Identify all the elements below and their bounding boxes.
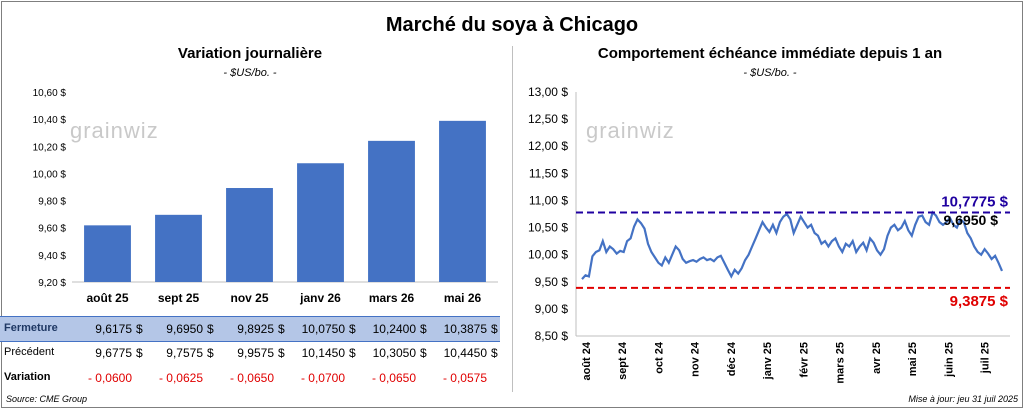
grainwiz-logo-left: grainwiz (70, 118, 159, 143)
currency-symbol: $ (491, 346, 498, 360)
y-tick-label: 10,60 $ (33, 88, 67, 99)
x-tick-label: nov 25 (230, 291, 268, 305)
x-tick-label: juin 25 (943, 342, 955, 378)
bar-chart: 9,20 $ 9,40 $ 9,60 $ 9,80 $ 10,00 $ 10,20 $ 10… (33, 88, 498, 305)
table-cell: - 0,0650 (371, 371, 416, 385)
currency-symbol: $ (207, 346, 214, 360)
currency-symbol: $ (420, 322, 427, 336)
table-cell: - 0,0650 (229, 371, 274, 385)
currency-symbol: $ (207, 322, 214, 336)
x-tick-label: août 24 (581, 341, 593, 380)
y-tick-label: 11,50 $ (529, 166, 568, 180)
row-label: Précédent (4, 346, 55, 358)
x-tick-label: mai 25 (907, 342, 919, 376)
x-tick-label: sept 24 (617, 341, 629, 380)
row-label: Variation (4, 371, 51, 383)
last-value-label: 9,6950 $ (944, 212, 999, 228)
table-cell: 9,9575 (237, 346, 274, 360)
y-tick-label: 10,50 $ (528, 221, 568, 235)
currency-symbol: $ (349, 346, 356, 360)
table-cell: 9,6175 (95, 322, 132, 336)
y-tick-label: 9,80 $ (38, 197, 66, 208)
row-label: Fermeture (4, 322, 58, 334)
table-row-precedent: Précédent 9,6775 $9,7575 $9,9575 $10,1450 $10… (0, 341, 500, 365)
x-tick-label: mars 26 (369, 291, 415, 305)
table-cell: 10,3050 (372, 346, 416, 360)
table-row-fermeture: Fermeture 9,6175 $9,6950 $9,8925 $10,0750 $10… (0, 316, 500, 342)
currency-symbol: $ (136, 322, 143, 336)
y-tick-label: 10,00 $ (33, 169, 67, 180)
table-cell: 9,6950 (166, 322, 203, 336)
series-line (581, 210, 1004, 280)
y-tick-label: 10,20 $ (33, 142, 67, 153)
x-tick-label: mai 26 (444, 291, 482, 305)
x-tick-label: oct 24 (653, 341, 665, 374)
update-note: Mise à jour: jeu 31 juil 2025 (908, 394, 1018, 404)
table-cell: 9,6775 (95, 346, 132, 360)
x-tick-label: août 25 (86, 291, 128, 305)
y-tick-label: 9,50 $ (535, 275, 569, 289)
x-tick-label: janv 25 (762, 342, 774, 380)
y-tick-label: 13,00 $ (528, 85, 568, 99)
source-note: Source: CME Group (6, 394, 88, 404)
currency-symbol: $ (278, 322, 285, 336)
x-tick-label: nov 24 (690, 341, 702, 377)
currency-symbol: $ (278, 346, 285, 360)
reference-label: 9,3875 $ (950, 293, 1009, 310)
bar (368, 140, 415, 282)
currency-symbol: $ (349, 322, 356, 336)
y-tick-label: 10,00 $ (528, 248, 568, 262)
x-tick-label: juil 25 (980, 342, 992, 374)
table-cell: 10,2400 (372, 322, 416, 336)
grainwiz-logo-right: grainwiz (586, 118, 675, 143)
y-tick-label: 9,00 $ (535, 302, 569, 316)
page-title: Marché du soya à Chicago (385, 14, 639, 36)
bar (84, 225, 131, 282)
table-cell: 9,7575 (166, 346, 203, 360)
y-tick-label: 11,00 $ (529, 193, 568, 207)
x-tick-label: mars 25 (835, 342, 847, 384)
panel-divider (512, 46, 513, 392)
table-cell: 10,1450 (301, 346, 345, 360)
table-cell: 10,4450 (443, 346, 487, 360)
bar (155, 214, 202, 282)
table-cell: 10,3875 (443, 322, 487, 336)
y-tick-label: 9,60 $ (38, 224, 66, 235)
y-tick-label: 8,50 $ (535, 329, 569, 343)
bar (297, 163, 344, 282)
x-tick-label: sept 25 (158, 291, 200, 305)
x-tick-label: déc 24 (726, 341, 738, 376)
line-chart: 8,50 $ 9,00 $ 9,50 $ 10,00 $ 10,50 $ 11,00 $ 1… (528, 85, 1010, 384)
y-tick-label: 9,40 $ (38, 251, 66, 262)
right-chart-title: Comportement échéance immédiate depuis 1… (597, 45, 943, 62)
bar (226, 188, 273, 282)
table-cell: - 0,0575 (442, 371, 487, 385)
table-cell: 10,0750 (301, 322, 345, 336)
currency-symbol: $ (420, 346, 427, 360)
currency-symbol: $ (491, 322, 498, 336)
y-tick-label: 10,40 $ (33, 115, 67, 126)
x-tick-label: janv 26 (299, 291, 341, 305)
x-tick-label: févr 25 (798, 342, 810, 377)
left-chart-title: Variation journalière (177, 45, 323, 62)
reference-label: 10,7775 $ (941, 194, 1008, 211)
bar (439, 120, 486, 282)
y-tick-label: 12,50 $ (528, 112, 568, 126)
x-tick-label: avr 25 (871, 342, 883, 374)
table-cell: - 0,0600 (87, 371, 132, 385)
table-row-variation: Variation - 0,0600 - 0,0625 - 0,0650 - 0,070… (0, 366, 500, 390)
right-chart-unit: - $US/bo. - (743, 67, 797, 79)
table-cell: - 0,0625 (158, 371, 203, 385)
table-cell: 9,8925 (237, 322, 274, 336)
currency-symbol: $ (136, 346, 143, 360)
y-tick-label: 9,20 $ (38, 278, 66, 289)
y-tick-label: 12,00 $ (528, 139, 568, 153)
table-cell: - 0,0700 (300, 371, 345, 385)
left-chart-unit: - $US/bo. - (223, 67, 277, 79)
